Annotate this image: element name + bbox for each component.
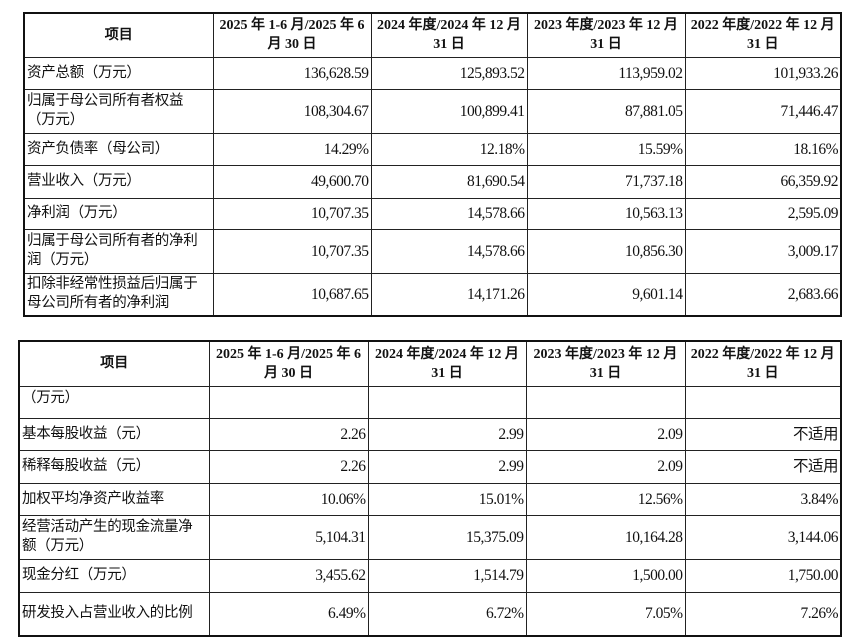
cell-value: 100,899.41 — [370, 88, 528, 134]
cell-value: 108,304.67 — [212, 88, 372, 134]
financial-summary-table-2: 项目 2025 年 1-6 月/2025 年 6 月 30 日 2024 年度/20… — [18, 340, 842, 637]
cell-value: 49,600.70 — [212, 164, 372, 199]
cell-value: 2.09 — [525, 417, 686, 451]
cell-value: 12.56% — [525, 482, 686, 516]
row-label: 现金分红（万元） — [18, 558, 210, 593]
row-label: 经营活动产生的现金流量净额（万元） — [18, 514, 210, 560]
table-row: 现金分红（万元） 3,455.62 1,514.79 1,500.00 1,750.00 — [18, 558, 842, 593]
cell-value: 81,690.54 — [370, 164, 528, 199]
cell-value: 113,959.02 — [526, 56, 686, 90]
cell-value: 1,514.79 — [367, 558, 527, 593]
row-label: 基本每股收益（元） — [18, 417, 210, 451]
cell-value — [525, 385, 686, 419]
column-header-period: 2025 年 1-6 月/2025 年 6 月 30 日 — [208, 340, 369, 387]
row-label: 研发投入占营业收入的比例 — [18, 591, 210, 637]
table-row: 营业收入（万元） 49,600.70 81,690.54 71,737.18 66,35… — [23, 164, 842, 199]
cell-value: 66,359.92 — [684, 164, 842, 199]
cell-value: 10,856.30 — [526, 228, 686, 274]
cell-value: 2.99 — [367, 417, 527, 451]
column-header-item: 项目 — [18, 340, 210, 387]
row-label: 资产总额（万元） — [23, 56, 214, 90]
row-label: 加权平均净资产收益率 — [18, 482, 210, 516]
cell-value: 2.09 — [525, 449, 686, 484]
cell-value: 2,595.09 — [684, 197, 842, 230]
cell-value: 7.05% — [525, 591, 686, 637]
cell-value: 71,737.18 — [526, 164, 686, 199]
table-row: 加权平均净资产收益率 10.06% 15.01% 12.56% 3.84% — [18, 482, 842, 516]
row-label: 归属于母公司所有者的净利润（万元） — [23, 228, 214, 274]
cell-value: 18.16% — [684, 132, 842, 166]
cell-value: 6.72% — [367, 591, 527, 637]
column-header-item: 项目 — [23, 12, 214, 58]
column-header-period: 2022 年度/2022 年 12 月 31 日 — [684, 12, 842, 58]
cell-value — [367, 385, 527, 419]
cell-value — [208, 385, 369, 419]
cell-value: 15.59% — [526, 132, 686, 166]
cell-value — [684, 385, 842, 419]
table-row: 扣除非经常性损益后归属于母公司所有者的净利润 10,687.65 14,171.26… — [23, 272, 842, 317]
cell-value: 10.06% — [208, 482, 369, 516]
table-row: 资产负债率（母公司） 14.29% 12.18% 15.59% 18.16% — [23, 132, 842, 166]
column-header-period: 2022 年度/2022 年 12 月 31 日 — [684, 340, 842, 387]
row-label: 扣除非经常性损益后归属于母公司所有者的净利润 — [23, 272, 214, 317]
row-label: 净利润（万元） — [23, 197, 214, 230]
header-row: 项目 2025 年 1-6 月/2025 年 6 月 30 日 2024 年度/20… — [18, 340, 842, 387]
cell-value: 125,893.52 — [370, 56, 528, 90]
cell-value: 1,750.00 — [684, 558, 842, 593]
cell-value: 10,563.13 — [526, 197, 686, 230]
cell-value: 10,707.35 — [212, 228, 372, 274]
cell-value: 6.49% — [208, 591, 369, 637]
cell-value: 9,601.14 — [526, 272, 686, 317]
cell-value: 12.18% — [370, 132, 528, 166]
row-label: 营业收入（万元） — [23, 164, 214, 199]
cell-value: 10,707.35 — [212, 197, 372, 230]
header-row: 项目 2025 年 1-6 月/2025 年 6 月 30 日 2024 年度/20… — [23, 12, 842, 58]
column-header-period: 2024 年度/2024 年 12 月 31 日 — [367, 340, 527, 387]
cell-value: 2.99 — [367, 449, 527, 484]
cell-value: 14,171.26 — [370, 272, 528, 317]
cell-value: 1,500.00 — [525, 558, 686, 593]
table-row: 基本每股收益（元） 2.26 2.99 2.09 不适用 — [18, 417, 842, 451]
cell-value: 不适用 — [684, 417, 842, 451]
cell-value: 14.29% — [212, 132, 372, 166]
cell-value: 5,104.31 — [208, 514, 369, 560]
cell-value: 2,683.66 — [684, 272, 842, 317]
cell-value: 2.26 — [208, 449, 369, 484]
cell-value: 7.26% — [684, 591, 842, 637]
cell-value: 101,933.26 — [684, 56, 842, 90]
cell-value: 3,144.06 — [684, 514, 842, 560]
cell-value: 10,687.65 — [212, 272, 372, 317]
row-label: 资产负债率（母公司） — [23, 132, 214, 166]
cell-value: 不适用 — [684, 449, 842, 484]
cell-value: 14,578.66 — [370, 228, 528, 274]
cell-value: 87,881.05 — [526, 88, 686, 134]
row-label: 稀释每股收益（元） — [18, 449, 210, 484]
cell-value: 15.01% — [367, 482, 527, 516]
cell-value: 71,446.47 — [684, 88, 842, 134]
table-row: 归属于母公司所有者权益（万元） 108,304.67 100,899.41 87,88… — [23, 88, 842, 134]
column-header-period: 2024 年度/2024 年 12 月 31 日 — [370, 12, 528, 58]
cell-value: 14,578.66 — [370, 197, 528, 230]
table-row: （万元） — [18, 385, 842, 419]
cell-value: 15,375.09 — [367, 514, 527, 560]
table-row: 净利润（万元） 10,707.35 14,578.66 10,563.13 2,595.… — [23, 197, 842, 230]
row-label: 归属于母公司所有者权益（万元） — [23, 88, 214, 134]
table-row: 归属于母公司所有者的净利润（万元） 10,707.35 14,578.66 10,85… — [23, 228, 842, 274]
column-header-period: 2025 年 1-6 月/2025 年 6 月 30 日 — [212, 12, 372, 58]
table-row: 稀释每股收益（元） 2.26 2.99 2.09 不适用 — [18, 449, 842, 484]
column-header-period: 2023 年度/2023 年 12 月 31 日 — [525, 340, 686, 387]
row-label: （万元） — [18, 385, 210, 419]
cell-value: 3.84% — [684, 482, 842, 516]
column-header-period: 2023 年度/2023 年 12 月 31 日 — [526, 12, 686, 58]
cell-value: 3,455.62 — [208, 558, 369, 593]
table-row: 经营活动产生的现金流量净额（万元） 5,104.31 15,375.09 10,164… — [18, 514, 842, 560]
cell-value: 10,164.28 — [525, 514, 686, 560]
financial-summary-table-1: 项目 2025 年 1-6 月/2025 年 6 月 30 日 2024 年度/20… — [23, 12, 842, 317]
cell-value: 2.26 — [208, 417, 369, 451]
table-row: 研发投入占营业收入的比例 6.49% 6.72% 7.05% 7.26% — [18, 591, 842, 637]
cell-value: 136,628.59 — [212, 56, 372, 90]
cell-value: 3,009.17 — [684, 228, 842, 274]
table-row: 资产总额（万元） 136,628.59 125,893.52 113,959.02 10… — [23, 56, 842, 90]
